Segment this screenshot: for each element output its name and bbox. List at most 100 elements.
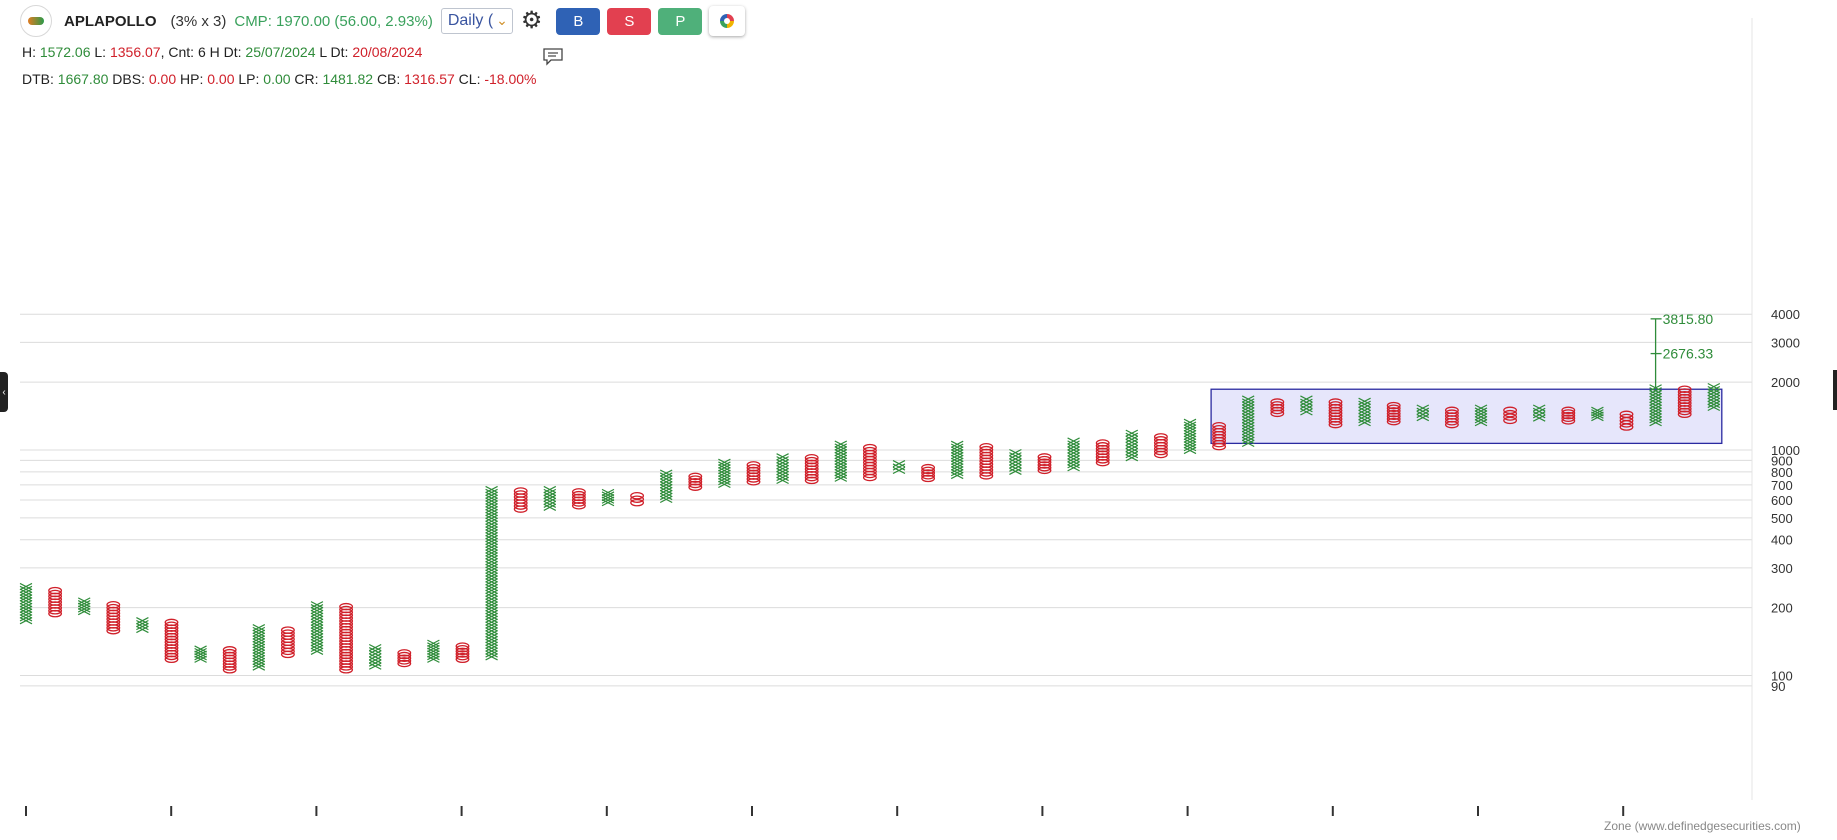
x-mark [543, 485, 557, 494]
x-mark [485, 581, 498, 589]
x-mark [19, 605, 33, 613]
o-mark [1386, 409, 1401, 418]
comment-icon[interactable] [543, 48, 563, 66]
x-mark [1358, 406, 1371, 415]
x-mark [252, 638, 266, 646]
x-mark [1009, 461, 1022, 469]
timeframe-select[interactable]: Daily ( ⌄ [440, 8, 513, 34]
x-mark [485, 546, 498, 554]
x-mark [485, 601, 498, 609]
x-mark [1649, 407, 1662, 415]
x-mark [1707, 391, 1721, 400]
x-mark [485, 569, 498, 577]
o-mark [1153, 447, 1168, 456]
x-mark [485, 494, 498, 502]
x-mark [950, 463, 964, 471]
o-column [1444, 406, 1459, 429]
x-mark [950, 457, 964, 465]
x-mark [485, 563, 498, 572]
target-label: 2676.33 [1663, 346, 1714, 362]
x-mark [485, 638, 498, 647]
x-column [601, 488, 615, 507]
x-mark [485, 592, 498, 600]
o-mark [106, 624, 121, 632]
o-mark [746, 478, 761, 486]
buy-button[interactable]: B [556, 7, 601, 35]
o-mark [1328, 420, 1343, 429]
o-mark [804, 473, 819, 482]
x-mark [252, 649, 266, 657]
ring-button[interactable] [709, 6, 746, 36]
x-mark [252, 626, 266, 635]
x-mark [19, 608, 33, 616]
x-mark [776, 467, 789, 476]
o-column [979, 442, 994, 480]
x-column [1707, 382, 1721, 412]
x-mark [1125, 432, 1139, 440]
x-mark [659, 475, 673, 483]
x-mark [1183, 446, 1197, 455]
x-mark [718, 464, 731, 472]
x-mark [1358, 403, 1371, 412]
x-mark [136, 622, 149, 631]
o-mark [1444, 417, 1459, 426]
symbol-name[interactable]: APLAPOLLO [64, 12, 157, 30]
o-mark [1561, 417, 1576, 425]
x-column [310, 601, 324, 655]
o-mark [1212, 442, 1227, 451]
cb-label: CB: [376, 71, 401, 87]
y-tick-label: 3000 [1771, 335, 1800, 350]
x-mark [1416, 413, 1430, 422]
x-mark [310, 633, 324, 641]
y-tick-label: 2000 [1771, 375, 1800, 390]
x-mark [485, 557, 498, 566]
x-mark [1241, 401, 1255, 409]
x-column [1125, 429, 1139, 462]
x-mark [310, 604, 324, 612]
x-mark [834, 454, 848, 462]
dtb-value: 1667.80 [57, 71, 109, 87]
p-button[interactable]: P [658, 7, 703, 35]
x-mark [485, 618, 498, 626]
x-mark [310, 636, 324, 644]
x-column [368, 643, 382, 670]
count-value: 6 [197, 44, 206, 60]
x-mark [310, 601, 324, 609]
o-mark [630, 498, 645, 507]
x-column [1474, 404, 1488, 427]
sell-button[interactable]: S [607, 7, 652, 35]
x-mark [19, 602, 33, 611]
low-value: 1356.07 [109, 44, 161, 60]
o-mark [571, 496, 586, 504]
x-mark [252, 643, 266, 651]
o-mark [339, 666, 354, 674]
x-mark [485, 641, 498, 649]
o-mark [1095, 458, 1110, 467]
x-mark [485, 647, 498, 655]
o-column [1677, 385, 1692, 419]
x-column [1591, 406, 1604, 422]
x-mark [485, 497, 498, 505]
x-mark [252, 652, 266, 660]
x-mark [1649, 392, 1662, 401]
x-mark [718, 466, 731, 475]
x-mark [950, 446, 964, 454]
x-mark [1067, 461, 1080, 469]
o-mark [1677, 407, 1692, 416]
x-mark [1707, 403, 1721, 412]
x-mark [1183, 441, 1197, 449]
x-mark [1474, 413, 1488, 421]
x-column [892, 460, 906, 475]
gear-icon[interactable]: ⚙ [520, 7, 543, 34]
x-mark [485, 555, 498, 563]
collapse-left-icon[interactable]: ‹ [0, 372, 8, 412]
o-mark [1153, 450, 1168, 459]
x-mark [659, 481, 673, 489]
x-mark [1241, 427, 1255, 436]
x-mark [427, 642, 440, 650]
right-edge-handle[interactable] [1833, 370, 1837, 410]
x-mark [19, 611, 33, 619]
o-mark [397, 659, 412, 668]
x-column [485, 485, 498, 661]
cr-value: 1481.82 [322, 71, 374, 87]
